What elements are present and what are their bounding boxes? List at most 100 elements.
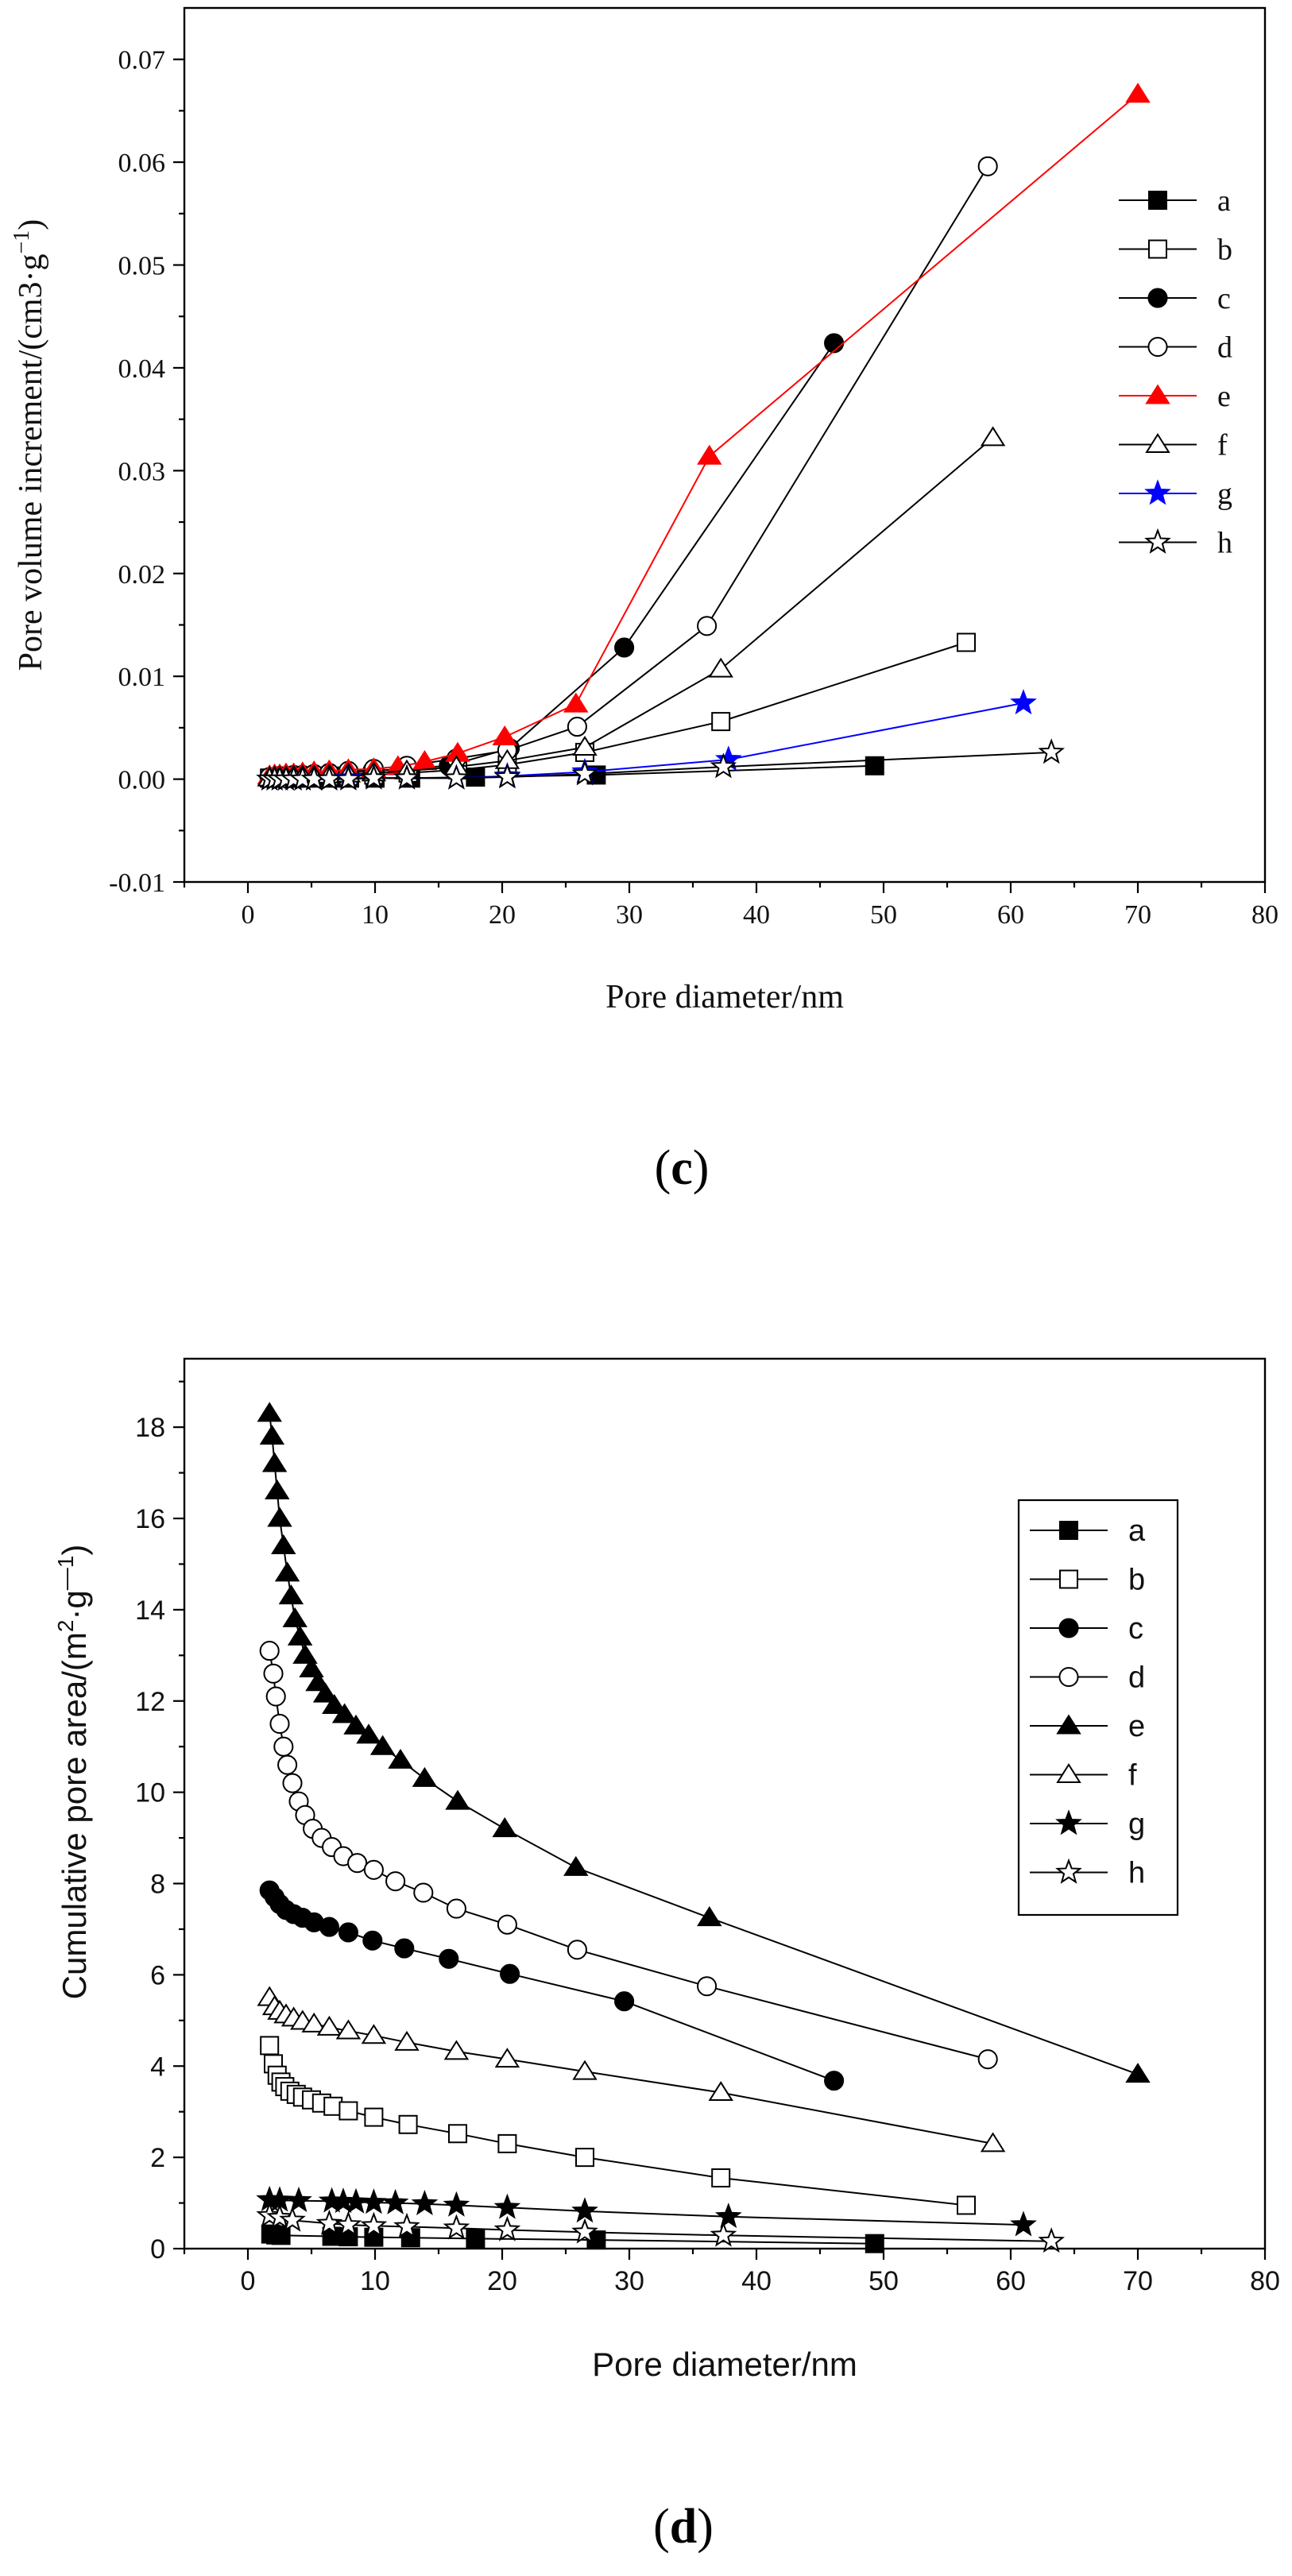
legend-marker-d	[1147, 336, 1168, 358]
series-f	[257, 426, 1006, 787]
y-tick-label: 12	[135, 1687, 165, 1717]
legend-label-c: c	[1128, 1612, 1143, 1646]
y-tick-label: 0.00	[118, 766, 166, 795]
series-h	[256, 738, 1066, 791]
series-line-c	[269, 1889, 834, 2082]
data-point-f	[494, 2048, 520, 2068]
y-axis-title: Pore volume increment/(cm3·g−1)	[10, 219, 49, 671]
legend-marker-c	[1147, 288, 1168, 308]
data-point-c	[319, 1917, 339, 1937]
data-point-b	[711, 712, 731, 732]
data-point-c	[614, 1991, 635, 2012]
series-c	[259, 1880, 845, 2091]
data-point-b	[711, 2168, 731, 2187]
data-point-c	[824, 2071, 845, 2091]
series-d	[259, 1641, 998, 2070]
data-point-e	[312, 1682, 338, 1703]
data-point-f	[394, 2030, 420, 2051]
data-point-d	[265, 1686, 286, 1707]
data-point-h	[335, 764, 362, 791]
x-tick-label: 60	[996, 2266, 1026, 2296]
data-point-g	[411, 2190, 439, 2216]
series-line-g	[269, 2199, 1024, 2226]
chart-panel-c: 0 10 20 30 40 50 60 70 80 -0.01 0.00 0.01 0.02 0.03 0.…	[10, 6, 1278, 1195]
y-tick-label: 10	[135, 1778, 165, 1808]
data-point-d	[977, 156, 998, 176]
data-point-e	[445, 1789, 470, 1810]
data-point-d	[385, 1871, 406, 1892]
y-tick-label: 0	[150, 2234, 165, 2265]
data-point-e	[563, 1855, 589, 1876]
data-point-d	[347, 1853, 368, 1874]
legend-marker-f	[1145, 432, 1170, 453]
data-point-e	[305, 1671, 331, 1692]
data-point-e	[697, 1906, 722, 1927]
legend-label-e: e	[1128, 1710, 1145, 1743]
y-tick-label: 0.05	[118, 252, 166, 281]
legend-frame	[1017, 1499, 1179, 1917]
data-point-g	[381, 2188, 409, 2214]
data-point-d	[446, 1898, 466, 1919]
legend-label-a: a	[1217, 184, 1231, 218]
series-g	[256, 2185, 1037, 2237]
legend-marker-h	[1055, 1858, 1082, 1884]
data-point-e	[1125, 2063, 1151, 2083]
y-tick-label: 18	[135, 1413, 165, 1443]
x-tick-label: 80	[1251, 900, 1278, 930]
data-point-h	[443, 764, 470, 790]
x-tick-label: 50	[868, 2266, 899, 2296]
data-point-e	[274, 1561, 300, 1582]
legend-label-d: d	[1128, 1661, 1145, 1695]
legend-marker-g	[1144, 479, 1171, 505]
legend-marker-h	[1144, 528, 1171, 554]
series-h	[256, 2201, 1066, 2253]
data-point-d	[567, 1940, 587, 1960]
series-line-e	[269, 93, 1139, 777]
data-point-g	[1010, 689, 1037, 715]
data-point-h	[360, 764, 388, 790]
y-tick-label: 16	[135, 1504, 165, 1534]
legend-marker-a	[1059, 1521, 1078, 1540]
data-point-e	[697, 444, 722, 465]
legend-marker-e	[1056, 1714, 1081, 1735]
legend-marker-g	[1055, 1809, 1082, 1835]
series-a	[261, 2224, 884, 2253]
data-point-e	[343, 1714, 369, 1735]
x-tick-label: 70	[1123, 2266, 1153, 2296]
legend-label-h: h	[1128, 1857, 1145, 1890]
x-tick-label: 50	[870, 900, 897, 930]
y-tick-label: 0.04	[118, 354, 166, 384]
y-tick-label: 0.07	[118, 46, 166, 75]
y-tick-label: 8	[150, 1870, 165, 1900]
y-tick-label: -0.01	[109, 868, 165, 898]
data-point-f	[301, 2012, 327, 2033]
data-point-f	[708, 657, 733, 678]
data-point-b	[957, 2195, 976, 2215]
data-point-d	[697, 616, 718, 636]
data-point-e	[492, 725, 517, 746]
legend-label-g: g	[1217, 478, 1232, 511]
axes-ticks: 0 10 20 30 40 50 60 70 80 -0.01 0.00 0.01 0.02 0.03 0.…	[109, 46, 1278, 930]
data-point-f	[335, 2019, 362, 2040]
data-point-g	[1010, 2210, 1037, 2237]
data-point-e	[356, 1723, 381, 1744]
x-tick-label: 0	[242, 900, 255, 930]
data-point-g	[285, 2186, 312, 2213]
data-point-b	[575, 2148, 594, 2168]
data-point-e	[388, 1748, 413, 1769]
data-point-g	[360, 2188, 388, 2214]
legend-marker-d	[1058, 1666, 1079, 1688]
legend-label-b: b	[1128, 1564, 1145, 1597]
data-point-e	[282, 1607, 308, 1627]
plot-frame	[183, 1357, 1267, 2250]
data-point-e	[331, 1703, 358, 1723]
data-point-f	[980, 2132, 1006, 2152]
data-point-c	[394, 1938, 415, 1959]
data-point-d	[497, 1914, 517, 1935]
x-tick-label: 10	[360, 2266, 390, 2296]
x-tick-label: 0	[241, 2266, 256, 2296]
data-point-f	[316, 2015, 342, 2036]
data-point-e	[265, 1479, 290, 1500]
data-point-d	[263, 1663, 284, 1684]
